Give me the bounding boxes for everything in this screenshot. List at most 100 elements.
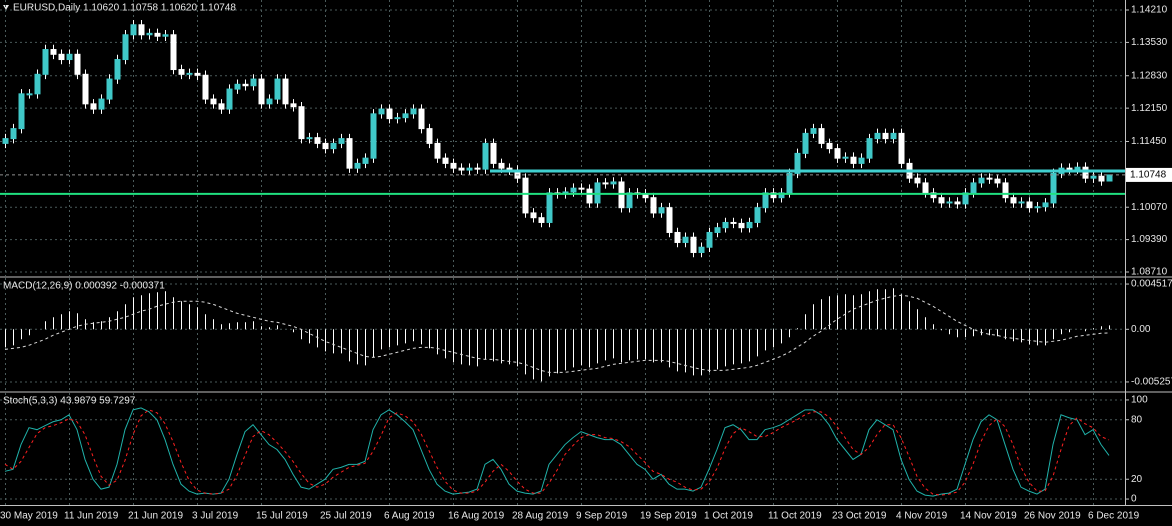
candle-body: [626, 192, 633, 209]
x-tick-label: 26 Nov 2019: [1024, 511, 1081, 522]
candle-body: [802, 132, 809, 154]
candle-body: [858, 157, 865, 164]
panel-title: MACD(12,26,9) 0.000392 -0.000371: [3, 281, 165, 292]
candle-body: [954, 201, 961, 205]
candle-body: [842, 156, 849, 159]
indicator-line: [4, 409, 1110, 496]
y-tick-label: 1.14210: [1131, 5, 1168, 16]
candle-body: [202, 74, 209, 100]
y-tick-label: 0: [1131, 494, 1137, 505]
candle-body: [58, 53, 65, 61]
candle-body: [234, 83, 241, 90]
panel-title: EURUSD,Daily 1.10620 1.10758 1.10620 1.1…: [13, 3, 236, 14]
candle-body: [362, 157, 369, 164]
x-tick-label: 6 Dec 2019: [1088, 511, 1140, 522]
candle-body: [650, 197, 657, 214]
candle-body: [226, 88, 233, 110]
candle-body: [762, 192, 769, 209]
y-tick-label: 1.08710: [1131, 267, 1168, 278]
x-tick-label: 30 May 2019: [0, 511, 58, 522]
candle-body: [866, 138, 873, 159]
candle-body: [826, 142, 833, 150]
candle-body: [402, 113, 409, 119]
candle-body: [290, 103, 297, 108]
candle-body: [970, 182, 977, 194]
candle-body: [658, 207, 665, 214]
candle-body: [354, 162, 361, 169]
candle-body: [346, 138, 353, 169]
candle-body: [1066, 167, 1073, 170]
candle-body: [42, 49, 49, 75]
candle-body: [730, 221, 737, 224]
candle-body: [538, 217, 545, 223]
candle-body: [986, 177, 993, 180]
y-tick-label: 1.12830: [1131, 70, 1168, 81]
y-tick-label: 0.004517: [1131, 279, 1172, 290]
candle-body: [82, 73, 89, 105]
candle-body: [170, 34, 177, 71]
candle-body: [754, 207, 761, 223]
candle-body: [530, 212, 537, 219]
candle-body: [522, 177, 529, 214]
candle-body: [74, 53, 81, 75]
candle-body: [338, 138, 345, 144]
y-tick-label: 1.12150: [1131, 103, 1168, 114]
candle-body: [1050, 172, 1057, 204]
candle-body: [546, 192, 553, 223]
candle-body: [938, 197, 945, 204]
x-tick-label: 14 Nov 2019: [960, 511, 1017, 522]
candle-body: [1002, 182, 1009, 199]
candle-body: [994, 178, 1001, 184]
candle-body: [34, 73, 41, 95]
candle-body: [714, 227, 721, 233]
candle-body: [2, 138, 9, 144]
candle-body: [106, 78, 113, 100]
candle-body: [250, 78, 257, 87]
y-tick-label: -0.005257: [1131, 377, 1172, 388]
candle-body: [946, 201, 953, 204]
y-tick-label: 1.10070: [1131, 202, 1168, 213]
candle-body: [306, 137, 313, 140]
candle-body: [418, 108, 425, 130]
candle-body: [786, 172, 793, 194]
candle-body: [1018, 201, 1025, 204]
x-tick-label: 23 Oct 2019: [832, 511, 887, 522]
x-tick-label: 4 Nov 2019: [896, 511, 948, 522]
candle-body: [122, 34, 129, 61]
x-tick-label: 6 Aug 2019: [384, 511, 435, 522]
candle-body: [386, 108, 393, 120]
candle-body: [978, 177, 985, 184]
candle-body: [282, 78, 289, 105]
candle-body: [706, 231, 713, 248]
candle-body: [274, 78, 281, 100]
candle-body: [682, 236, 689, 243]
candle-body: [882, 132, 889, 140]
x-tick-label: 25 Jul 2019: [320, 511, 372, 522]
candle-body: [794, 152, 801, 174]
indicator-line: [4, 407, 1110, 497]
candle-body: [218, 103, 225, 110]
candle-body: [578, 187, 585, 190]
candle-body: [482, 142, 489, 170]
current-price-label: 1.10748: [1130, 170, 1167, 181]
candle-body: [466, 167, 473, 171]
candle-body: [810, 128, 817, 134]
candle-body: [298, 106, 305, 140]
candle-body: [602, 182, 609, 185]
candle-body: [1042, 202, 1049, 208]
candle-body: [722, 221, 729, 229]
candle-body: [1090, 175, 1097, 179]
candle-body: [210, 98, 217, 105]
x-tick-label: 11 Oct 2019: [768, 511, 822, 522]
candle-body: [450, 162, 457, 169]
candle-body: [10, 128, 17, 140]
candle-body: [1010, 197, 1017, 204]
candle-body: [1098, 175, 1105, 182]
candle-body: [1034, 206, 1041, 209]
candle-body: [66, 53, 73, 61]
candle-body: [426, 128, 433, 144]
candle-body: [1082, 166, 1089, 179]
candle-body: [154, 32, 161, 37]
x-tick-label: 3 Jul 2019: [192, 511, 239, 522]
